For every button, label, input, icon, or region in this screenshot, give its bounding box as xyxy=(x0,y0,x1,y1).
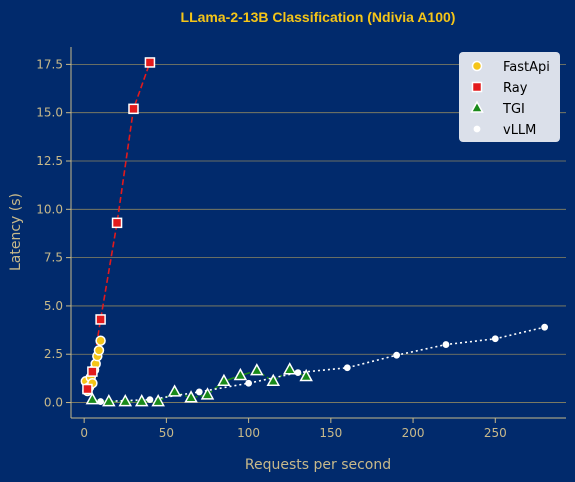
tgi-point xyxy=(233,367,248,381)
ray-series-line xyxy=(86,62,151,390)
axes-layer: 0.0 2.5 5.0 7.5 10.0 12.5 15.0 17.5 0 50 100 150 200… xyxy=(36,47,566,440)
y-tick-label: 12.5 xyxy=(36,154,63,168)
y-tick-label: 5.0 xyxy=(44,299,63,313)
series-points xyxy=(80,57,549,407)
tgi-point xyxy=(167,384,182,397)
x-tick-label: 100 xyxy=(237,426,260,440)
vllm-point xyxy=(294,369,302,376)
y-tick-label: 17.5 xyxy=(36,57,63,71)
ray-point xyxy=(87,366,98,377)
x-tick-label: 150 xyxy=(319,426,342,440)
tgi-point xyxy=(200,387,215,400)
ray-point xyxy=(111,217,123,229)
legend: FastApi Ray TGI vLLM xyxy=(459,52,560,142)
ray-point xyxy=(128,103,139,115)
x-tick-label: 200 xyxy=(402,426,425,440)
y-tick-label: 2.5 xyxy=(44,347,63,361)
vllm-series-line xyxy=(100,326,545,403)
vllm-point xyxy=(393,351,401,359)
y-tick-label: 10.0 xyxy=(36,202,63,216)
tgi-point xyxy=(85,392,100,405)
tgi-point xyxy=(118,394,133,407)
tgi-point xyxy=(250,363,264,376)
legend-label-tgi: TGI xyxy=(502,102,525,117)
y-tick-label: 7.5 xyxy=(44,251,63,265)
x-axis-label: Requests per second xyxy=(245,457,391,473)
vllm-point xyxy=(442,341,450,348)
tgi-point xyxy=(266,373,281,387)
chart-title: LLama-2-13B Classification (Ndivia A100) xyxy=(181,9,456,25)
y-tick-label: 0.0 xyxy=(44,396,63,410)
legend-marker-fastapi xyxy=(471,60,483,72)
x-tick-label: 50 xyxy=(159,426,174,440)
vllm-point xyxy=(541,323,549,331)
legend-marker-vllm xyxy=(473,125,481,133)
y-axis-label: Latency (s) xyxy=(8,193,24,271)
vllm-point xyxy=(97,398,105,405)
vllm-point xyxy=(343,364,351,372)
tgi-point xyxy=(102,394,116,407)
legend-marker-tgi xyxy=(470,100,484,113)
tgi-point xyxy=(217,373,231,387)
vllm-point xyxy=(146,396,154,404)
grid-layer xyxy=(71,63,566,403)
legend-label-vllm: vLLM xyxy=(503,123,536,138)
legend-label-ray: Ray xyxy=(503,81,528,96)
x-tick-label: 250 xyxy=(484,426,507,440)
vllm-point xyxy=(245,379,253,387)
y-tick-label: 15.0 xyxy=(36,106,63,120)
x-tick-label: 0 xyxy=(80,426,88,440)
legend-marker-ray xyxy=(471,81,483,93)
tgi-point xyxy=(134,394,149,407)
tgi-point xyxy=(282,362,297,375)
vllm-point xyxy=(195,388,203,396)
legend-label-fastapi: FastApi xyxy=(503,60,550,75)
ray-point xyxy=(82,383,93,395)
fastapi-point xyxy=(93,345,105,356)
tgi-point xyxy=(299,368,313,382)
ray-point xyxy=(144,57,156,68)
tgi-point xyxy=(184,390,198,403)
legend-box xyxy=(459,52,560,142)
tgi-point xyxy=(151,394,165,407)
fastapi-point xyxy=(95,335,106,346)
vllm-point xyxy=(491,335,499,343)
ray-point xyxy=(95,314,106,325)
